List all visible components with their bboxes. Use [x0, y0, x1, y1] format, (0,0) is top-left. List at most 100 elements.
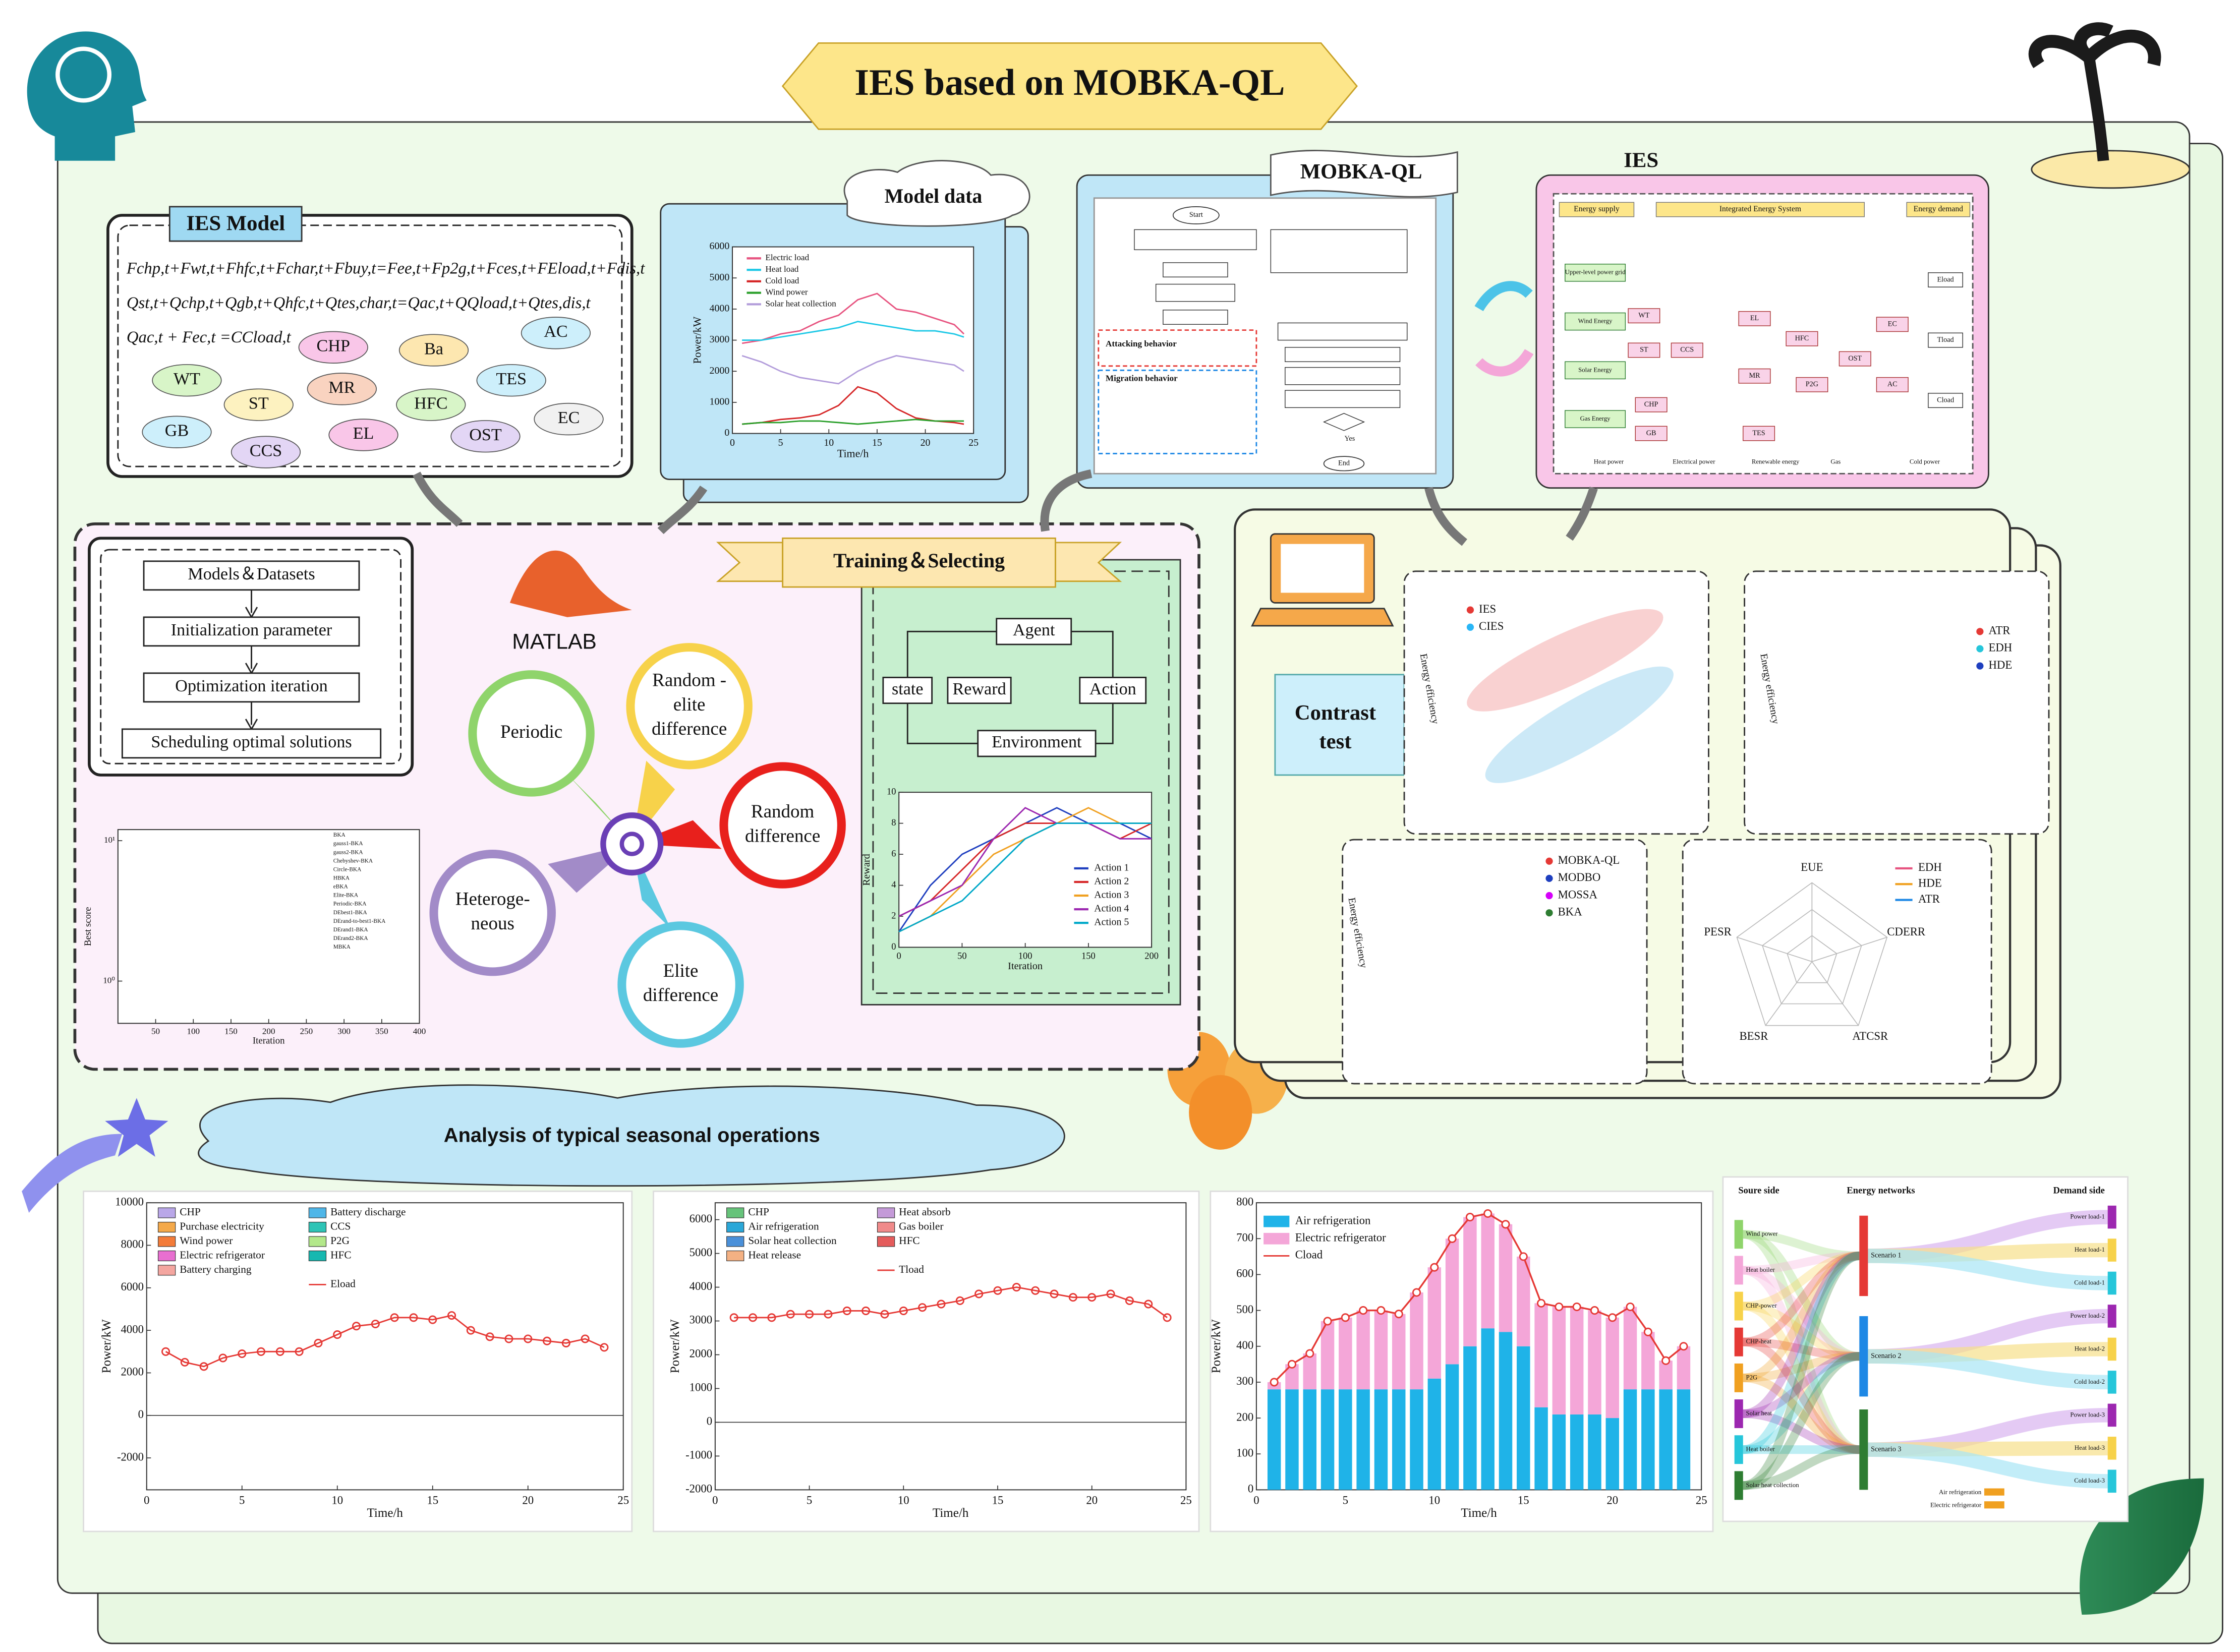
bar-segment: [1267, 1389, 1281, 1490]
load-marker: [1050, 1289, 1059, 1299]
x-tick-label: 15: [872, 437, 882, 448]
bar-segment: [1356, 1389, 1370, 1490]
radar-axis: [1811, 961, 1859, 1026]
load-marker: [295, 1347, 304, 1356]
radar-grid: [1787, 935, 1837, 983]
ies-unit: [1839, 351, 1871, 367]
y-tick-label: 400: [1236, 1339, 1253, 1351]
flow-step-text: Scheduling optimal solutions: [151, 733, 352, 751]
load-marker: [729, 1313, 738, 1322]
arrow: [1566, 487, 1598, 541]
legend-label: Electric load: [765, 253, 809, 262]
sankey-node: [1734, 1435, 1743, 1464]
legend-swatch: [877, 1207, 895, 1218]
x-tick-label: 0: [730, 437, 735, 448]
x-tick-label: 25: [617, 1494, 629, 1506]
flow-text: Start: [1189, 211, 1203, 219]
legend-label: HDE: [1988, 659, 2012, 671]
flow-box: [1285, 367, 1401, 385]
sankey-flow: [1743, 1266, 1860, 1361]
contrast-scroll: [1274, 674, 1405, 776]
sankey-node: [2107, 1469, 2116, 1493]
flow-box: [1285, 347, 1401, 362]
sankey-label: CHP-heat: [1746, 1338, 1771, 1345]
gear: [600, 812, 664, 876]
cycle-arrow: [1474, 281, 1533, 312]
ies-header: [1655, 202, 1865, 217]
y-tick-label: 8000: [121, 1238, 144, 1251]
plot-area: [117, 829, 420, 1024]
x-tick-label: 400: [413, 1026, 426, 1036]
flow-box: [1134, 229, 1257, 250]
y-tick-label: 6000: [690, 1212, 713, 1225]
x-tick-label: 25: [968, 437, 979, 448]
bar-segment: [1481, 1328, 1495, 1490]
load-marker: [1125, 1296, 1134, 1305]
y-tick-label: 5000: [710, 272, 730, 283]
flow-terminal: [1323, 456, 1365, 471]
load-marker: [1465, 1213, 1474, 1222]
legend-swatch: [877, 1221, 895, 1233]
series-line: [742, 321, 964, 341]
y-tick-label: 2: [891, 911, 896, 921]
load-marker: [1106, 1289, 1115, 1299]
ies-unit: [1876, 377, 1909, 392]
contrast-panel-1: [1403, 570, 1709, 835]
ies-load-text: Eload: [1937, 275, 1954, 283]
sankey-flow: [1742, 1251, 1860, 1454]
y-tick-label: 10¹: [104, 835, 115, 845]
bar-segment: [1445, 1238, 1459, 1365]
legend-swatch: [726, 1221, 744, 1233]
sankey-flow: [1743, 1352, 1860, 1419]
strategy-label: difference: [643, 985, 718, 1006]
sankey-flow: [1743, 1251, 1860, 1346]
load-marker: [918, 1303, 927, 1312]
y-tick-label: 4000: [121, 1323, 144, 1335]
load-marker: [1608, 1313, 1617, 1322]
sankey-node: [2107, 1238, 2116, 1262]
legend-swatch: [157, 1221, 176, 1233]
y-axis-label: Power/kW: [691, 316, 703, 364]
x-tick-label: 25: [1180, 1494, 1192, 1506]
strategy-label: Elite: [663, 961, 699, 981]
load-marker: [180, 1358, 189, 1367]
ies-legend: Electrical power: [1673, 458, 1715, 465]
component-bubble: [396, 388, 466, 421]
sankey-node: [1984, 1488, 2004, 1496]
series-line: [741, 355, 964, 385]
bar-segment: [1570, 1414, 1584, 1490]
plot-area: [732, 246, 974, 434]
star-tail: [22, 1134, 123, 1213]
x-tick-label: 250: [300, 1026, 313, 1036]
load-marker: [542, 1336, 552, 1345]
bar-segment: [1427, 1378, 1442, 1490]
legend-label: Action 1: [1094, 862, 1129, 873]
bar-segment: [1659, 1389, 1673, 1490]
bar-segment: [1392, 1314, 1406, 1390]
x-tick-label: 50: [957, 951, 967, 961]
legend-swatch: [308, 1236, 327, 1247]
bar-segment: [1641, 1332, 1655, 1390]
flow-box: [1163, 310, 1228, 325]
y-tick-label: 2000: [710, 365, 730, 376]
rl-node: [996, 618, 1072, 645]
flow-step: [143, 560, 360, 591]
x-tick-label: 15: [1518, 1494, 1529, 1506]
strategy-label: Random: [751, 801, 815, 822]
load-marker: [749, 1313, 758, 1322]
legend-dot: [1976, 645, 1984, 653]
load-marker: [1572, 1302, 1581, 1312]
bar-segment: [1623, 1389, 1637, 1490]
balloon: [1189, 1075, 1252, 1150]
y-axis-label: Reward: [861, 854, 872, 886]
ies-ellipse: [1467, 609, 1663, 712]
strategy-label: difference: [652, 719, 727, 739]
ies-unit-text: OST: [1848, 355, 1862, 363]
mobka-title: MOBKA-QL: [1300, 160, 1422, 184]
bar-segment: [1410, 1389, 1423, 1490]
bar-segment: [1605, 1418, 1619, 1490]
load-marker: [504, 1334, 513, 1343]
legend-label: Circle-BKA: [333, 866, 362, 872]
title: IES based on MOBKA-QL: [854, 62, 1285, 103]
x-tick-label: 15: [992, 1494, 1004, 1506]
